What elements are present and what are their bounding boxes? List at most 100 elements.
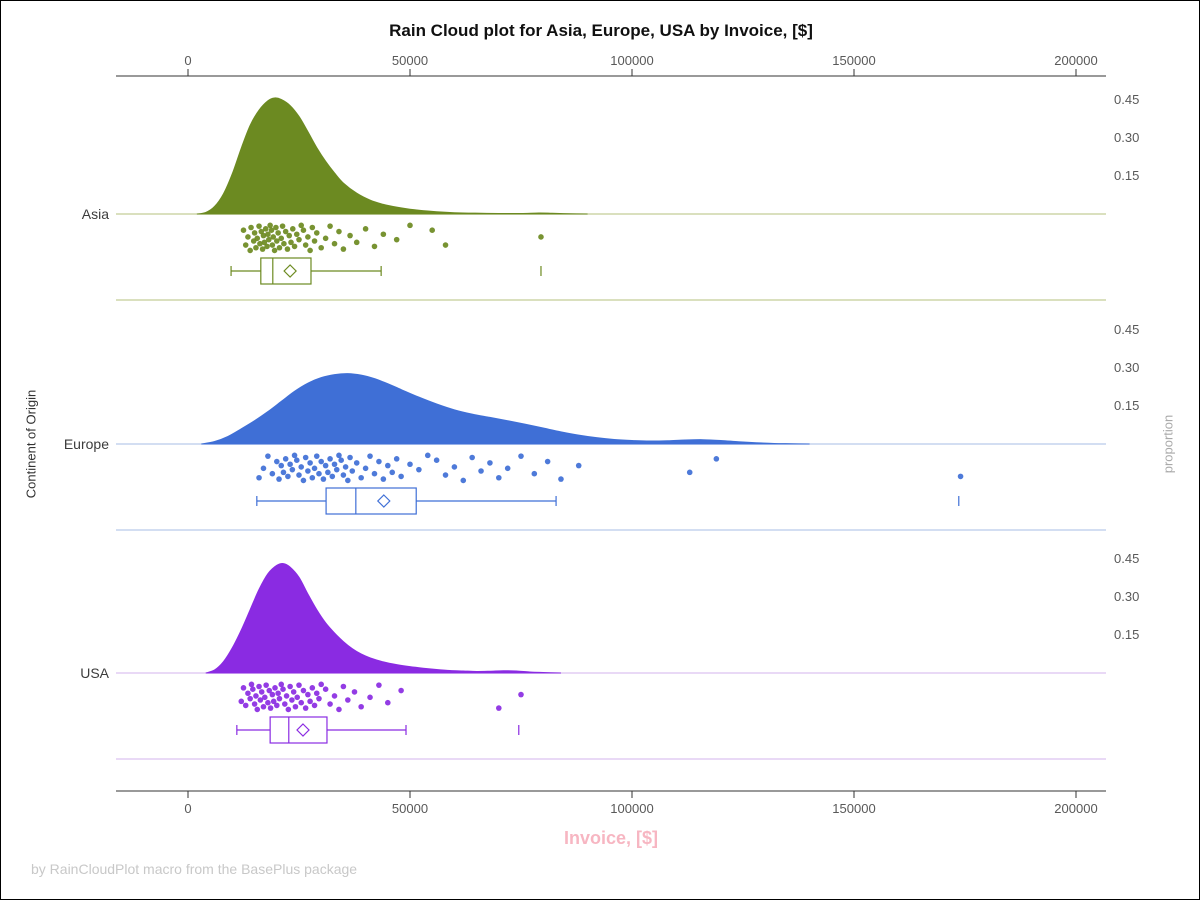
- rain-point-usa: [257, 697, 264, 703]
- rain-point-europe: [276, 476, 282, 482]
- rain-point-asia: [353, 239, 360, 246]
- rain-point-asia: [247, 247, 253, 254]
- rain-point-asia: [393, 236, 400, 243]
- rain-point-usa: [270, 698, 277, 705]
- rain-point-asia: [300, 227, 307, 233]
- rain-point-asia: [305, 234, 311, 240]
- rain-point-europe: [333, 466, 340, 473]
- rain-point-asia: [371, 243, 378, 250]
- rain-point-asia: [293, 231, 300, 238]
- rain-point-usa: [518, 691, 524, 698]
- rain-point-usa: [245, 690, 251, 697]
- rain-point-asia: [276, 244, 283, 251]
- rain-point-europe: [342, 464, 349, 470]
- proportion-tick-label: 0.15: [1114, 398, 1139, 413]
- rain-point-europe: [433, 457, 440, 464]
- proportion-tick-label: 0.15: [1114, 627, 1139, 642]
- rain-point-europe: [407, 461, 413, 468]
- rain-point-asia: [262, 226, 269, 232]
- rain-point-asia: [309, 224, 316, 231]
- rain-point-usa: [322, 686, 329, 692]
- rain-point-usa: [292, 703, 299, 710]
- rain-point-usa: [247, 695, 253, 702]
- rain-point-europe: [269, 470, 276, 477]
- box-rect-usa: [269, 716, 328, 744]
- density-area-asia: [196, 97, 588, 215]
- rain-point-asia: [245, 234, 251, 240]
- top-axis-tick-label: 0: [184, 53, 191, 68]
- rain-point-asia: [271, 247, 278, 254]
- rain-point-europe: [265, 453, 271, 459]
- rain-point-usa: [358, 703, 364, 710]
- bottom-axis-tick-label: 100000: [610, 801, 653, 816]
- rain-point-usa: [275, 690, 281, 697]
- rain-point-usa: [263, 682, 269, 688]
- top-axis-tick-label: 200000: [1054, 53, 1097, 68]
- rain-point-europe: [298, 464, 305, 470]
- rain-point-europe: [278, 462, 285, 469]
- rain-point-usa: [266, 687, 273, 694]
- rain-point-europe: [289, 466, 296, 473]
- rain-point-asia: [298, 222, 305, 229]
- rain-point-asia: [254, 235, 261, 242]
- category-label-europe: Europe: [64, 436, 109, 452]
- rain-point-asia: [279, 223, 286, 229]
- rain-point-europe: [313, 453, 320, 459]
- rain-point-asia: [259, 246, 266, 252]
- rain-point-europe: [256, 474, 262, 481]
- rain-point-europe: [340, 472, 347, 478]
- rain-point-asia: [291, 243, 298, 250]
- rain-point-asia: [331, 240, 338, 247]
- rain-point-asia: [282, 228, 289, 235]
- rain-point-usa: [280, 686, 286, 692]
- rain-point-europe: [442, 472, 449, 478]
- rain-point-asia: [289, 226, 296, 232]
- rain-point-usa: [307, 698, 313, 705]
- rain-point-europe: [309, 474, 316, 481]
- rain-point-usa: [260, 703, 267, 710]
- rain-point-europe: [349, 468, 356, 474]
- rain-point-europe: [575, 462, 582, 469]
- rain-point-usa: [376, 682, 382, 688]
- rain-point-asia: [302, 242, 309, 248]
- rain-point-europe: [558, 476, 564, 482]
- rain-point-usa: [278, 681, 285, 688]
- rain-point-europe: [302, 454, 309, 461]
- top-axis-tick-label: 100000: [610, 53, 653, 68]
- rain-point-usa: [367, 694, 373, 701]
- rain-point-usa: [496, 705, 502, 711]
- rain-point-usa: [262, 694, 268, 701]
- rain-point-usa: [248, 681, 255, 688]
- footer-note: by RainCloudPlot macro from the BasePlus…: [31, 861, 358, 877]
- rain-point-asia: [261, 239, 268, 246]
- rain-point-usa: [272, 685, 278, 691]
- rain-point-asia: [340, 246, 347, 252]
- rain-point-asia: [311, 238, 318, 244]
- proportion-tick-label: 0.30: [1114, 589, 1139, 604]
- rain-point-europe: [504, 465, 511, 472]
- rain-point-europe: [389, 469, 396, 476]
- rain-point-usa: [242, 702, 249, 709]
- rain-point-europe: [329, 473, 336, 480]
- rain-point-europe: [307, 460, 313, 466]
- rain-point-usa: [287, 683, 293, 690]
- rain-point-asia: [318, 244, 325, 251]
- right-axis-label: proportion: [1160, 414, 1176, 474]
- rain-point-europe: [358, 474, 364, 481]
- rain-point-asia: [274, 238, 280, 244]
- rain-point-asia: [264, 243, 270, 250]
- mean-diamond-europe: [376, 494, 391, 508]
- rain-point-usa: [274, 702, 280, 709]
- rain-point-usa: [289, 697, 295, 703]
- rain-point-europe: [713, 456, 720, 462]
- proportion-tick-label: 0.45: [1114, 551, 1139, 566]
- rain-point-usa: [267, 705, 274, 711]
- rain-point-asia: [273, 224, 279, 231]
- mean-diamond-usa: [296, 723, 310, 737]
- rain-point-usa: [331, 693, 338, 699]
- rain-point-europe: [393, 456, 400, 462]
- box-rect-asia: [260, 257, 312, 285]
- rain-point-europe: [376, 458, 382, 465]
- rain-point-usa: [309, 685, 316, 691]
